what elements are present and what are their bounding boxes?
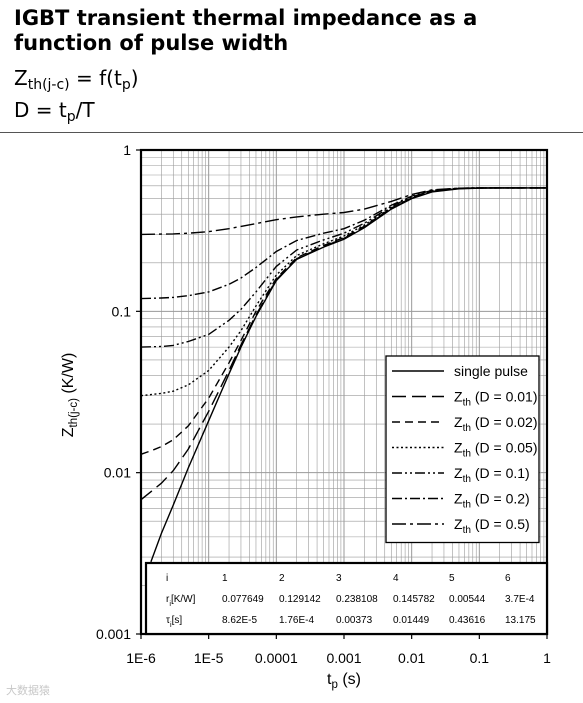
chart-title: IGBT transient thermal impedance as a fu… [14,6,478,55]
formula-duty-main: D = t [14,98,67,122]
table-cell: 13.175 [505,615,536,626]
grid-lines [140,150,547,635]
formula-zth: Zth(j-c) = f(tp) [14,66,139,93]
table-header-cell: 5 [449,573,455,584]
legend-label-0: single pulse [454,363,528,379]
parameter-table [144,561,549,636]
series-line-1 [141,187,547,501]
x-tick-label: 1E-5 [194,650,224,666]
formula-zth-end: ) [130,66,139,90]
watermark-logo: 大数据猿 [6,684,50,697]
formula-zth-mid: = f(t [69,66,122,90]
series-line-6 [141,187,547,236]
table-cell: 0.43616 [449,615,486,626]
header-divider [0,132,583,133]
y-axis-label: Zth(j-c) (K/W) [60,353,80,438]
formula-duty: D = tp/T [14,98,95,125]
table-cell: 0.238108 [336,594,378,605]
y-tick-label: 0.01 [104,465,131,481]
formula-zth-main: Z [14,66,28,90]
table-cell: 0.00544 [449,594,486,605]
table-cell: 1.76E-4 [279,615,314,626]
x-tick-label: 0.1 [470,650,490,666]
series-lines [141,187,547,563]
legend-label-2: Zth (D = 0.02) [454,414,538,434]
table-cell: 0.00373 [336,615,373,626]
table-header-cell: 4 [393,573,399,584]
table-cell: 0.145782 [393,594,435,605]
table-header-cell: 2 [279,573,285,584]
formula-duty-sub: p [66,109,76,125]
legend-label-4: Zth (D = 0.1) [454,465,530,485]
x-tick-label: 1 [543,650,551,666]
x-tick-label: 1E-6 [126,650,156,666]
y-tick-label: 0.001 [96,626,131,642]
formula-zth-sub2: p [121,77,131,93]
legend-box [385,355,540,544]
x-tick-label: 0.01 [398,650,425,666]
table-header-cell: i [166,573,168,584]
formula-zth-sub: th(j-c) [27,77,70,93]
table-header-cell: 1 [222,573,228,584]
legend-label-5: Zth (D = 0.2) [454,491,530,511]
table-header-cell: 6 [505,573,511,584]
y-tick-label: 1 [123,142,131,158]
y-tick-label: 0.1 [112,303,132,319]
legend-label-3: Zth (D = 0.05) [454,440,538,460]
x-tick-label: 0.0001 [255,650,298,666]
table-cell: 8.62E-5 [222,615,257,626]
table-row-label: τi[s] [166,615,182,629]
legend-label-6: Zth (D = 0.5) [454,516,530,536]
x-tick-label: 0.001 [326,650,361,666]
table-cell: 0.01449 [393,615,430,626]
table-cell: 3.7E-4 [505,594,535,605]
formula-duty-end: /T [75,98,95,122]
table-cell: 0.077649 [222,594,264,605]
table-row-label: ri[K/W] [166,594,196,608]
table-cell: 0.129142 [279,594,321,605]
legend-label-1: Zth (D = 0.01) [454,389,538,409]
table-header-cell: 3 [336,573,342,584]
x-axis-label: tp (s) [327,671,361,691]
